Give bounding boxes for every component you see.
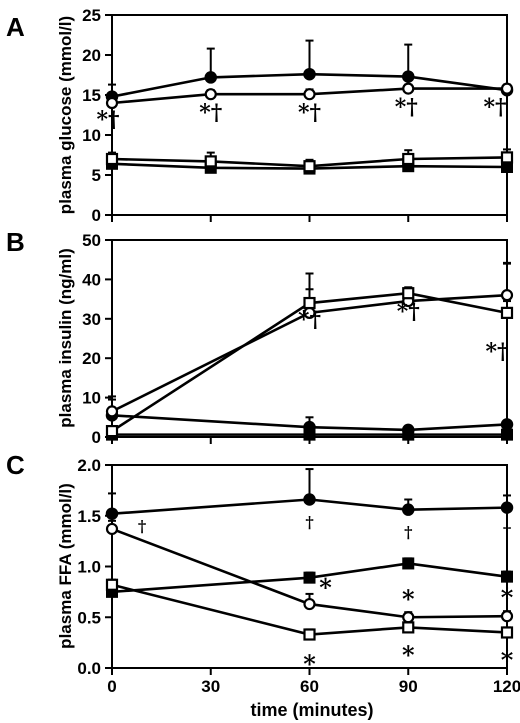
- x-tick-label: 30: [201, 677, 220, 696]
- data-point-open-square: [500, 306, 514, 319]
- data-point-open-circle: [303, 88, 316, 101]
- y-tick-label: 0.0: [77, 659, 101, 678]
- panel-a: A plasma glucose (mmol/l) 0 5 10 15 20 25 *† *†…: [6, 6, 514, 225]
- significance-marker: *†: [483, 95, 506, 121]
- significance-marker: *†: [298, 307, 321, 333]
- data-point-open-square: [500, 151, 514, 164]
- y-tick-label: 10: [82, 389, 101, 408]
- y-tick-label: 20: [82, 349, 101, 368]
- y-tick-label: 0: [92, 428, 101, 447]
- significance-marker: *: [319, 573, 332, 602]
- data-point-open-circle: [303, 597, 316, 611]
- data-point-open-square: [500, 626, 514, 639]
- data-point-open-square: [204, 155, 217, 168]
- panel-b: B plasma insulin (ng/ml) 0 10 20 30 40 50 *† *†…: [6, 227, 514, 447]
- data-point-open-square: [105, 424, 119, 438]
- data-point-filled-circle: [402, 70, 415, 83]
- data-point-filled-circle: [500, 418, 514, 431]
- x-tick-label: 120: [493, 677, 520, 696]
- y-axis-label-b: plasma insulin (ng/ml): [56, 248, 75, 427]
- data-point-filled-square: [303, 571, 316, 584]
- y-tick-label: 40: [82, 270, 101, 289]
- data-point-open-circle: [105, 522, 119, 536]
- data-point-open-circle: [105, 96, 119, 110]
- y-tick-label: 0.5: [77, 608, 101, 627]
- y-tick-label: 15: [82, 86, 101, 105]
- data-point-filled-square: [402, 428, 415, 441]
- data-point-open-circle: [500, 82, 514, 95]
- y-tick-label: 10: [82, 126, 101, 145]
- x-tick-label: 90: [399, 677, 418, 696]
- y-tick-label: 20: [82, 46, 101, 65]
- y-tick-label: 2.0: [77, 456, 101, 475]
- data-point-filled-square: [501, 428, 513, 441]
- data-point-open-square: [303, 296, 316, 310]
- data-point-open-circle: [500, 610, 514, 623]
- panel-letter-b: B: [6, 227, 25, 257]
- y-tick-label: 1.5: [77, 507, 101, 526]
- series-line: [111, 498, 508, 516]
- data-point-filled-square: [402, 557, 415, 570]
- data-point-open-square: [402, 152, 415, 166]
- data-point-filled-circle: [303, 67, 316, 81]
- data-point-open-square: [105, 578, 119, 591]
- significance-marker: *†: [96, 107, 119, 133]
- y-axis-label-c: plasma FFA (mmol/l): [56, 483, 75, 649]
- data-point-open-circle: [402, 82, 415, 95]
- data-point-open-square: [303, 628, 316, 641]
- significance-marker: *: [501, 583, 514, 612]
- y-axis-label-a: plasma glucose (mmol/l): [56, 16, 75, 214]
- significance-marker: *†: [395, 95, 418, 121]
- significance-marker: *†: [397, 299, 420, 325]
- data-point-filled-circle: [105, 507, 119, 520]
- significance-marker: *†: [298, 100, 321, 126]
- data-point-filled-circle: [204, 71, 217, 84]
- panel-letter-c: C: [6, 450, 25, 480]
- significance-marker: *: [402, 584, 415, 613]
- series-line: [111, 562, 508, 594]
- significance-marker: *†: [199, 100, 222, 126]
- data-point-open-circle: [204, 88, 217, 101]
- data-point-open-circle: [105, 405, 119, 418]
- x-tick-label: 60: [300, 677, 319, 696]
- data-point-filled-square: [501, 570, 513, 583]
- y-tick-label: 1.0: [77, 558, 101, 577]
- y-tick-label: 0: [92, 206, 101, 225]
- significance-marker: *: [303, 650, 316, 679]
- significance-marker: *†: [485, 339, 508, 365]
- series-line: [111, 583, 508, 636]
- series-line: [111, 293, 508, 413]
- data-point-open-circle: [500, 289, 514, 302]
- data-point-open-square: [303, 160, 316, 173]
- y-tick-label: 5: [92, 166, 101, 185]
- data-point-filled-circle: [500, 501, 514, 514]
- series-line: [111, 527, 508, 619]
- significance-marker: †: [503, 521, 511, 540]
- data-point-filled-circle: [303, 493, 316, 506]
- plot-frame: [111, 239, 508, 438]
- data-point-filled-square: [303, 428, 316, 441]
- panel-c: C plasma FFA (mmol/l) time (minutes) 0.0…: [6, 450, 520, 720]
- significance-marker: †: [404, 523, 412, 542]
- data-point-open-square: [105, 152, 119, 166]
- x-tick-label: 0: [107, 677, 116, 696]
- significance-marker: †: [305, 513, 313, 532]
- data-point-open-circle: [402, 611, 415, 624]
- y-tick-label: 25: [82, 6, 101, 25]
- data-point-filled-circle: [402, 503, 415, 516]
- data-point-open-square: [402, 621, 415, 634]
- panel-letter-a: A: [6, 12, 25, 42]
- data-point-open-square: [402, 287, 415, 300]
- significance-marker: †: [138, 517, 146, 536]
- series-line: [111, 291, 508, 433]
- significance-marker: *: [402, 640, 415, 669]
- y-tick-label: 50: [82, 231, 101, 250]
- series-line: [111, 414, 508, 432]
- y-tick-label: 30: [82, 310, 101, 329]
- significance-marker: *: [501, 645, 514, 674]
- x-axis-label: time (minutes): [250, 700, 373, 720]
